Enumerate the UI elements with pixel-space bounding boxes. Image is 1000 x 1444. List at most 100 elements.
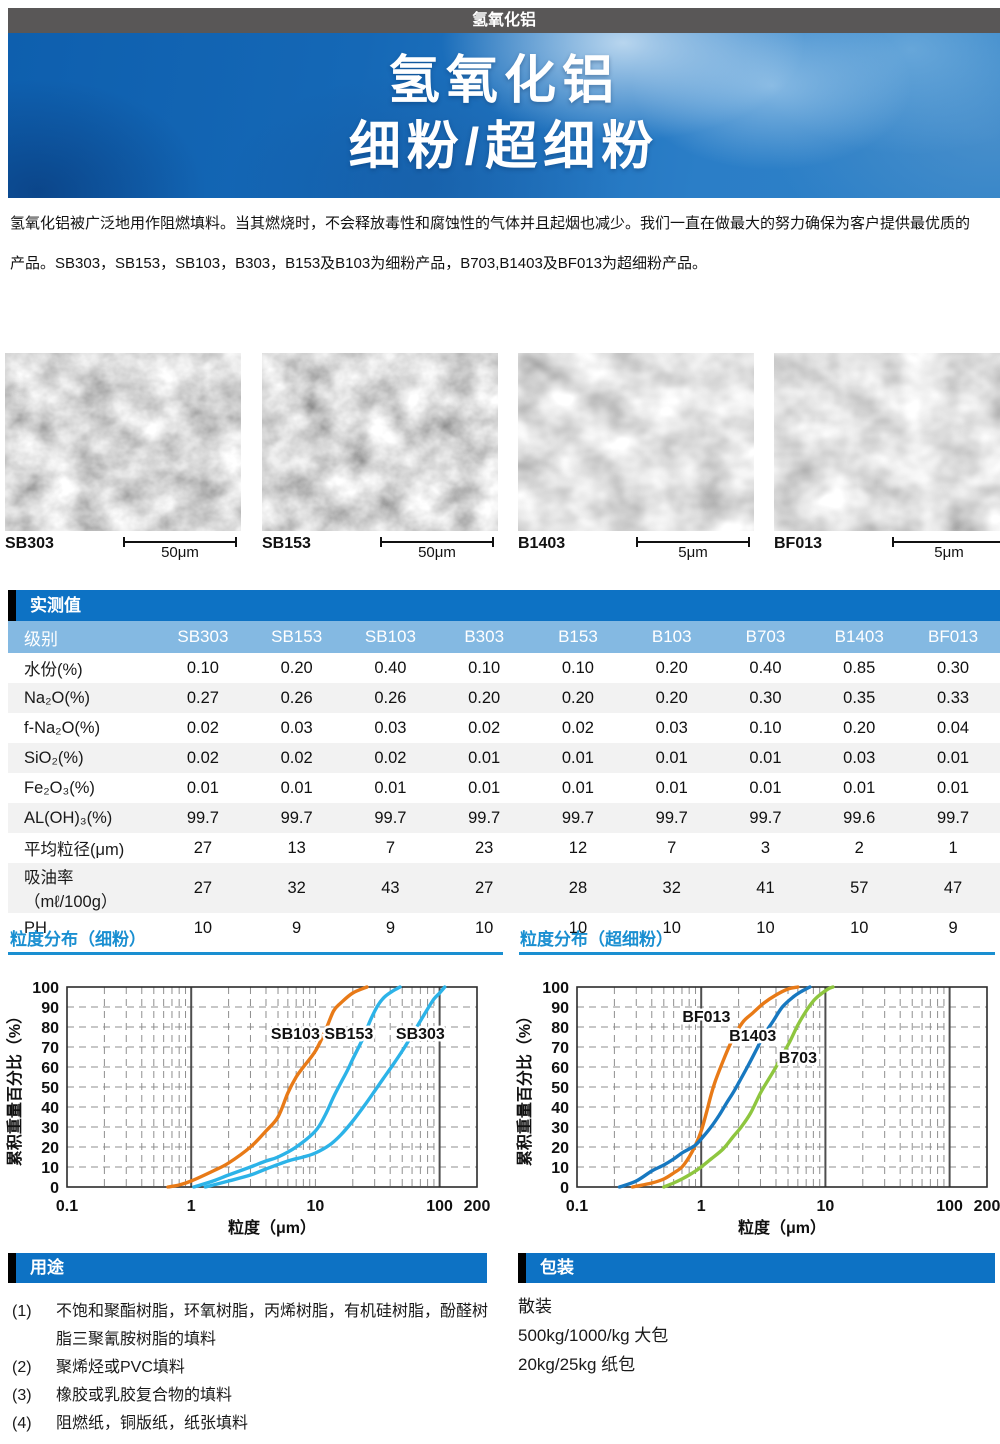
table-cell: 99.7 <box>655 808 688 827</box>
table-row: PH 10 9 9 10 10 10 10 10 9 <box>8 913 1000 943</box>
sem-panel-SB303: SB303 50μm <box>5 353 241 565</box>
scale-bar-label: 5μm <box>934 544 964 561</box>
table-cell: 99.7 <box>749 808 782 827</box>
column-header-BF013: BF013 <box>906 621 1000 653</box>
particle-size-chart-fine: SB103 SB153 SB30301020304050607080901000.1… <box>5 980 491 1237</box>
uses-title: 用途 <box>30 1258 64 1277</box>
table-cell: 0.02 <box>468 718 501 737</box>
table-cell: 0.10 <box>561 658 594 677</box>
sem-caption-BF013: BF013 5μm <box>774 533 1000 563</box>
series-curve-BF013 <box>630 985 800 1189</box>
table-cell: 10 <box>662 918 681 937</box>
intro-line-2: 产品。SB303，SB153，SB103，B303，B153及B103为细粉产品… <box>10 255 707 272</box>
table-cell: 0.30 <box>937 658 970 677</box>
table-cell: 0.20 <box>655 688 688 707</box>
svg-text:40: 40 <box>41 1100 59 1117</box>
use-item-number: (4) <box>12 1415 32 1432</box>
table-cell: 0.85 <box>843 658 876 677</box>
use-item-1: (1) 不饱和聚酯树脂，环氧树脂，丙烯树脂，有机硅树脂，酚醛树脂三聚氰胺树脂的填料 <box>12 1298 494 1354</box>
table-cell: 0.10 <box>749 718 782 737</box>
packaging-line: 散装 <box>518 1297 552 1316</box>
column-header-B103: B103 <box>624 621 719 653</box>
banner-title-line1: 氢氧化铝 <box>387 52 620 110</box>
table-cell: 27 <box>193 878 213 897</box>
svg-text:200: 200 <box>464 1198 491 1215</box>
use-item-text: 阻燃纸，铜版纸，纸张填料 <box>56 1415 249 1432</box>
svg-text:100: 100 <box>32 980 59 997</box>
table-cell: 0.03 <box>843 748 876 767</box>
x-axis-title: 粒度（μm） <box>738 1218 826 1237</box>
table-header-row: 级别 SB303 SB153 SB103 B303 B153 B103 B703 B1403 BF… <box>8 621 1000 653</box>
y-tick-labels: 0 10 20 30 40 50 60 70 80 90 100 <box>542 980 569 1197</box>
table-cell: 0.26 <box>280 688 313 707</box>
series-label-SB103: SB103 <box>271 1026 320 1043</box>
table-cell: 3 <box>760 838 771 857</box>
svg-text:10: 10 <box>41 1160 59 1177</box>
svg-text:10: 10 <box>307 1198 325 1215</box>
table-cell: 0.02 <box>280 748 313 767</box>
svg-text:200: 200 <box>974 1198 1000 1215</box>
scale-bar-label: 50μm <box>161 544 199 561</box>
scale-bar-label: 50μm <box>418 544 456 561</box>
scale-bar: 5μm <box>892 537 1000 561</box>
scale-bar-line <box>636 537 750 547</box>
table-row: Fe₂O₃(%) 0.01 0.01 0.01 0.01 0.01 0.01 0.01 0.01… <box>8 773 1000 803</box>
svg-text:50: 50 <box>41 1080 59 1097</box>
svg-text:60: 60 <box>41 1060 59 1077</box>
table-cell: 10 <box>850 918 869 937</box>
table-row: Na₂O(%) 0.27 0.26 0.26 0.20 0.20 0.20 0.30 0.35 0… <box>8 683 1000 713</box>
series-curve-B1403 <box>617 985 812 1189</box>
sem-caption-SB153: SB153 50μm <box>262 533 498 563</box>
table-cell: 0.10 <box>186 658 219 677</box>
svg-text:60: 60 <box>551 1060 569 1077</box>
table-row: 水份(%) 0.10 0.20 0.40 0.10 0.10 0.20 0.40 0.85 0.3… <box>8 653 1000 683</box>
svg-text:70: 70 <box>551 1040 569 1057</box>
column-header-SB303: SB303 <box>156 621 250 653</box>
scale-bar-label: 5μm <box>678 544 708 561</box>
row-label: 水份(%) <box>24 661 83 679</box>
table-cell: 9 <box>292 918 302 937</box>
table-cell: 0.01 <box>561 778 594 797</box>
table-cell: 0.03 <box>280 718 313 737</box>
y-axis-title: 累积重量百分比（%） <box>5 1008 24 1166</box>
chart-title-underline-ultrafine <box>519 952 995 955</box>
sem-micrograph-BF013 <box>774 353 1000 531</box>
table-cell: 13 <box>287 838 306 857</box>
table-cell: 1 <box>948 838 958 857</box>
table-cell: 10 <box>475 918 494 937</box>
uses-title-bar: 用途 <box>8 1253 487 1283</box>
table-row: AL(OH)₃(%) 99.7 99.7 99.7 99.7 99.7 99.7 99.7 99… <box>8 803 1000 833</box>
x-tick-labels: 0.1 1 10 100 200 <box>56 1198 491 1215</box>
table-cell: 0.20 <box>561 688 594 707</box>
table-cell: 0.02 <box>186 718 219 737</box>
sem-caption-B1403: B1403 5μm <box>518 533 754 563</box>
table-corner-label: 级别 <box>8 621 156 653</box>
svg-text:1: 1 <box>697 1198 706 1215</box>
table-cell: 99.7 <box>280 808 313 827</box>
svg-text:100: 100 <box>936 1198 963 1215</box>
spec-table: 级别 SB303 SB153 SB103 B303 B153 B103 B703 B1403 BF… <box>8 621 1000 943</box>
use-item-number: (2) <box>12 1359 32 1376</box>
table-cell: 0.01 <box>468 778 501 797</box>
row-label: AL(OH)₃(%) <box>24 808 113 827</box>
x-axis-title: 粒度（μm） <box>228 1218 316 1237</box>
packaging-title: 包装 <box>540 1258 574 1277</box>
table-cell: 0.40 <box>374 658 407 677</box>
use-item-text: 聚烯烃或PVC填料 <box>56 1359 185 1376</box>
svg-text:90: 90 <box>41 1000 59 1017</box>
table-cell: 27 <box>475 878 494 897</box>
table-cell: 99.7 <box>468 808 501 827</box>
table-cell: 32 <box>287 878 306 897</box>
series-label-SB303: SB303 <box>396 1026 445 1043</box>
packaging-line: 500kg/1000/kg 大包 <box>518 1326 669 1345</box>
svg-text:1: 1 <box>187 1198 196 1215</box>
series-label-BF013: BF013 <box>682 1009 730 1026</box>
series-label-B703: B703 <box>779 1050 817 1067</box>
table-cell: 9 <box>948 918 958 937</box>
scale-bar: 50μm <box>123 537 237 561</box>
packaging-title-bar: 包装 <box>518 1253 995 1283</box>
sem-micrograph-B1403 <box>518 353 754 531</box>
table-cell: 10 <box>756 918 775 937</box>
series-group <box>166 985 447 1189</box>
row-label: f-Na₂O(%) <box>24 718 101 737</box>
